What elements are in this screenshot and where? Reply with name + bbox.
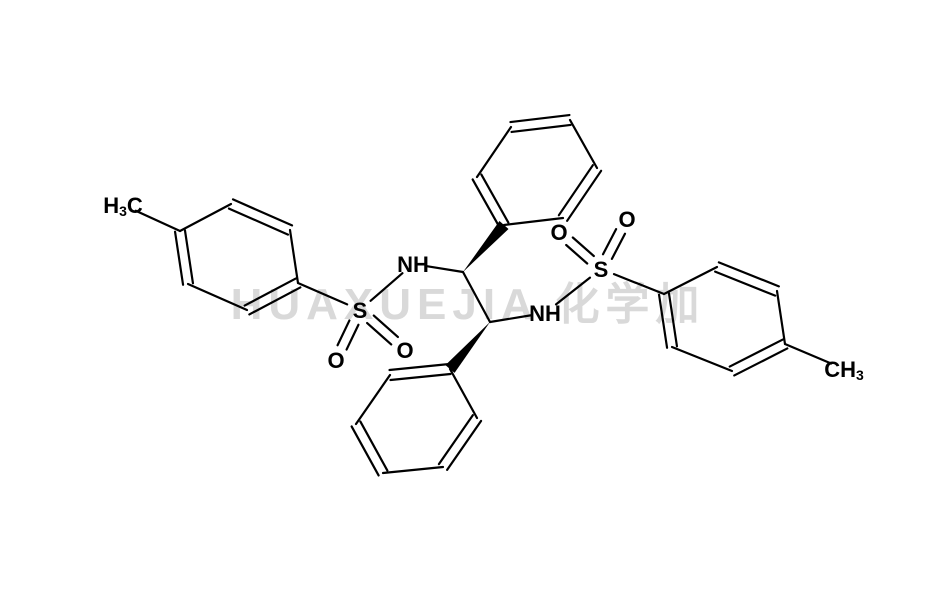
svg-text:NH: NH [397, 252, 429, 277]
svg-text:CH3: CH3 [824, 357, 864, 384]
svg-text:O: O [396, 338, 413, 363]
svg-text:O: O [618, 207, 635, 232]
svg-text:S: S [353, 298, 368, 323]
molecule-svg: NHNHSSOOOOH3CCH3 [0, 0, 936, 600]
chemical-structure-diagram: HUAXUEJIA 化学加 NHNHSSOOOOH3CCH3 [0, 0, 936, 600]
svg-text:O: O [327, 348, 344, 373]
svg-text:S: S [594, 257, 609, 282]
svg-text:H3C: H3C [103, 193, 143, 220]
svg-text:NH: NH [529, 301, 561, 326]
svg-text:O: O [550, 220, 567, 245]
